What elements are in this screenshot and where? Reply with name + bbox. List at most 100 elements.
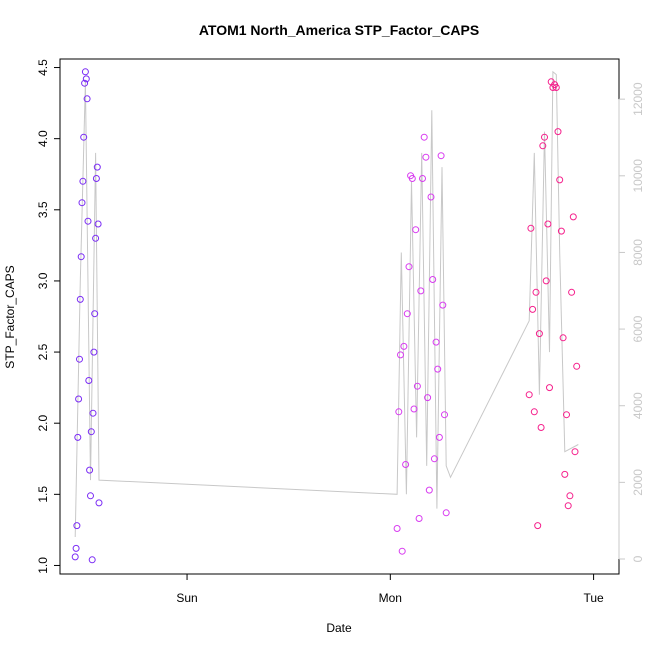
y-tick-label: 4.5 (36, 59, 50, 76)
y2-tick-label: 12000 (631, 82, 645, 116)
y-tick-label: 3.5 (36, 201, 50, 218)
x-tick-label: Mon (379, 591, 402, 605)
y2-tick-label: 10000 (631, 159, 645, 193)
data-point (78, 199, 86, 207)
data-point (71, 553, 79, 561)
y2-tick-label: 8000 (631, 239, 645, 266)
data-point (95, 499, 103, 507)
x-axis-label: Date (326, 621, 352, 635)
data-point (552, 84, 560, 91)
data-point (413, 382, 421, 390)
data-point (539, 142, 547, 150)
plot-frame (59, 58, 620, 575)
data-point (76, 295, 84, 303)
data-point (80, 133, 88, 141)
data-point (82, 75, 90, 83)
data-point (554, 128, 562, 136)
data-point (93, 163, 101, 171)
secondary-y-axis: 0 2000 4000 6000 8000 10000 12000 (618, 82, 645, 562)
data-point (556, 176, 564, 184)
data-point (425, 486, 433, 494)
data-point (83, 95, 91, 103)
data-point (87, 428, 95, 436)
data-point (73, 522, 81, 530)
data-point (566, 492, 574, 500)
data-point (435, 433, 443, 441)
points-layer (71, 68, 581, 564)
data-point (559, 334, 567, 342)
data-point (532, 288, 540, 296)
data-point (432, 338, 440, 346)
data-point (544, 220, 552, 228)
data-point (81, 68, 89, 76)
y-tick-label: 1.5 (36, 486, 50, 503)
data-point (564, 502, 572, 510)
data-point (395, 408, 403, 416)
y2-tick-label: 4000 (631, 392, 645, 419)
data-point (74, 433, 82, 441)
line-layer (74, 70, 579, 538)
data-point (424, 394, 432, 402)
data-point (81, 79, 89, 87)
y-tick-label: 2.5 (36, 343, 50, 360)
data-point (92, 234, 100, 242)
data-point (429, 276, 437, 283)
data-point (400, 342, 408, 350)
y-tick-label: 3.0 (36, 272, 50, 289)
data-point (393, 525, 401, 532)
data-point (434, 365, 442, 373)
data-point (529, 305, 537, 313)
series-line (74, 70, 579, 538)
data-point (88, 556, 96, 564)
data-point (86, 466, 94, 474)
data-point (412, 226, 420, 234)
data-point (420, 133, 428, 141)
data-point (90, 348, 98, 356)
y-axis-label: STP_Factor_CAPS (3, 265, 17, 368)
data-point (79, 177, 87, 185)
data-point (573, 362, 581, 370)
data-point (568, 288, 576, 296)
y-tick-label: 2.0 (36, 415, 50, 432)
data-point (561, 470, 569, 478)
data-point (89, 409, 97, 417)
data-point (569, 213, 577, 221)
data-point (92, 175, 100, 182)
data-point (398, 547, 406, 555)
x-axis: Sun Mon Tue (176, 574, 604, 605)
data-point (85, 377, 93, 384)
y-tick-label: 4.0 (36, 130, 50, 147)
data-point (84, 217, 92, 225)
data-point (94, 220, 102, 228)
data-point (557, 227, 565, 235)
data-point (422, 153, 430, 161)
data-point (405, 263, 413, 271)
data-point (77, 253, 85, 261)
data-point (537, 424, 545, 431)
data-point (410, 405, 418, 413)
y2-tick-label: 2000 (631, 469, 645, 496)
data-point (437, 152, 445, 160)
data-point (546, 384, 553, 392)
data-point (427, 193, 435, 201)
data-point (535, 330, 543, 338)
y-tick-label: 1.0 (36, 557, 50, 574)
data-point (87, 492, 94, 500)
data-point (417, 287, 425, 295)
y2-tick-label: 6000 (631, 315, 645, 342)
data-point (530, 408, 538, 416)
data-point (403, 310, 411, 318)
data-point (415, 515, 423, 522)
data-point (534, 522, 542, 530)
data-point (571, 448, 579, 456)
data-point (402, 461, 410, 468)
data-point (563, 411, 570, 419)
data-point (419, 175, 426, 182)
data-point (441, 411, 448, 419)
x-tick-label: Tue (583, 591, 604, 605)
data-point (75, 395, 83, 403)
data-point (442, 509, 450, 517)
data-point (397, 351, 404, 359)
data-point (408, 175, 416, 182)
